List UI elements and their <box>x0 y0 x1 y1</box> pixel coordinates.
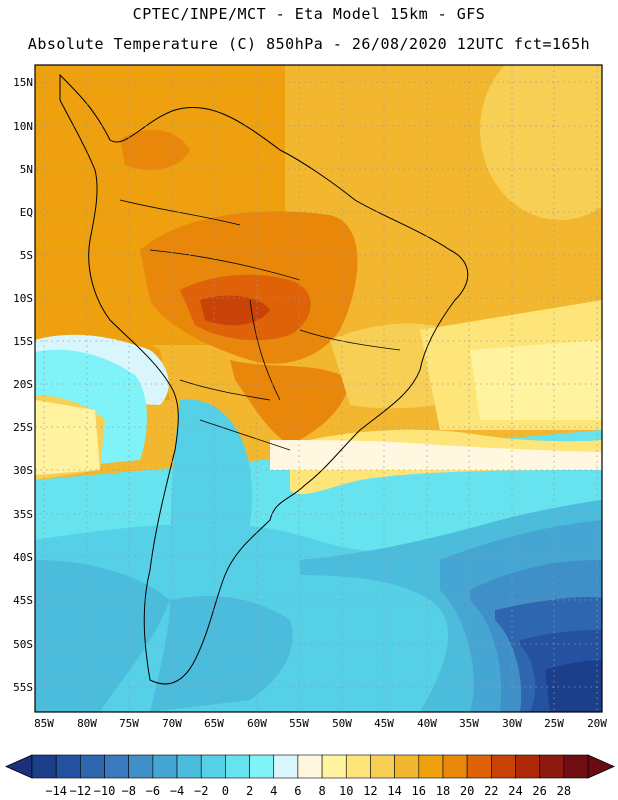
colorbar-swatch <box>152 754 178 779</box>
colorbar-low-arrow <box>5 754 33 779</box>
colorbar-swatch <box>176 754 202 779</box>
lon-label: 75W <box>119 717 139 730</box>
colorbar-label: 18 <box>436 784 450 798</box>
colorbar-label: 26 <box>532 784 546 798</box>
colorbar-swatch <box>128 754 154 779</box>
colorbar-swatch <box>321 754 347 779</box>
colorbar-swatch <box>31 754 57 779</box>
lon-label: 85W <box>34 717 54 730</box>
colorbar-label: −8 <box>121 784 135 798</box>
colorbar-label: −12 <box>70 784 92 798</box>
lat-label: 15N <box>13 76 33 89</box>
colorbar-label: 4 <box>270 784 277 798</box>
colorbar-label: 10 <box>339 784 353 798</box>
colorbar-swatch <box>273 754 299 779</box>
lat-label: 15S <box>13 335 33 348</box>
colorbar-swatch <box>200 754 226 779</box>
lat-label: 30S <box>13 464 33 477</box>
colorbar-swatch <box>249 754 275 779</box>
colorbar-swatch <box>466 754 492 779</box>
lat-label: 10N <box>13 120 33 133</box>
title-line-2: Absolute Temperature (C) 850hPa - 26/08/… <box>27 35 591 53</box>
colorbar-label: 6 <box>294 784 301 798</box>
map-frame <box>34 64 603 713</box>
lon-label: 35W <box>459 717 479 730</box>
latitude-labels: 15N 10N 5N EQ 5S 10S 15S 20S 25S 30S 35S… <box>13 76 33 694</box>
lon-label: 65W <box>204 717 224 730</box>
lat-label: 35S <box>13 508 33 521</box>
colorbar-swatch <box>104 754 129 779</box>
lat-label: 45S <box>13 594 33 607</box>
colorbar-swatch <box>539 754 565 779</box>
colorbar-swatch <box>394 754 420 779</box>
colorbar-swatch <box>563 754 589 779</box>
title-line-1: CPTEC/INPE/MCT - Eta Model 15km - GFS <box>132 5 486 23</box>
colorbar-high-arrow <box>587 754 615 779</box>
lon-label: 45W <box>374 717 394 730</box>
colorbar-swatch <box>297 754 323 779</box>
colorbar-label: 24 <box>508 784 522 798</box>
graticule <box>35 65 602 712</box>
colorbar-label: −10 <box>94 784 116 798</box>
lat-label: 20S <box>13 378 33 391</box>
lon-label: 60W <box>247 717 267 730</box>
colorbar-label: 16 <box>412 784 426 798</box>
colorbar-swatch <box>345 754 371 779</box>
lat-label: 40S <box>13 551 33 564</box>
colorbar-swatch <box>491 754 516 779</box>
lon-label: 80W <box>77 717 97 730</box>
lon-label: 40W <box>417 717 437 730</box>
lat-label: 25S <box>13 421 33 434</box>
colorbar-label: 12 <box>363 784 377 798</box>
colorbar-swatch <box>515 754 540 779</box>
lon-label: 70W <box>162 717 182 730</box>
colorbar-label: 0 <box>222 784 229 798</box>
colorbar-swatch <box>80 754 105 779</box>
lon-label: 30W <box>502 717 522 730</box>
colorbar-label: 2 <box>246 784 253 798</box>
colorbar-label: −6 <box>146 784 160 798</box>
lon-label: 55W <box>289 717 309 730</box>
colorbar-label: 22 <box>484 784 498 798</box>
colorbar-swatch <box>225 754 250 779</box>
colorbar-swatch <box>55 754 81 779</box>
lon-label: 25W <box>544 717 564 730</box>
colorbar-swatch <box>418 754 444 779</box>
longitude-labels: 85W 80W 75W 70W 65W 60W 55W 50W 45W 40W … <box>34 717 607 730</box>
lat-label: 55S <box>13 681 33 694</box>
lon-label: 20W <box>587 717 607 730</box>
colorbar: −14 −12 −10 −8 −6 −4 −2 0 2 4 6 8 10 12 14 16 18 20 22 24 26… <box>5 754 615 798</box>
colorbar-swatch <box>442 754 468 779</box>
colorbar-swatch <box>370 754 395 779</box>
lat-label: 5N <box>20 163 33 176</box>
colorbar-label: −14 <box>45 784 67 798</box>
colorbar-label: −4 <box>170 784 184 798</box>
lat-label: EQ <box>20 206 33 219</box>
colorbar-label: 14 <box>387 784 401 798</box>
lat-label: 50S <box>13 638 33 651</box>
lat-label: 10S <box>13 292 33 305</box>
lon-label: 50W <box>332 717 352 730</box>
colorbar-label: 8 <box>318 784 325 798</box>
colorbar-label: 20 <box>460 784 474 798</box>
temperature-field <box>35 65 602 712</box>
colorbar-label: 28 <box>557 784 571 798</box>
colorbar-label: −2 <box>194 784 208 798</box>
lat-label: 5S <box>20 249 33 262</box>
